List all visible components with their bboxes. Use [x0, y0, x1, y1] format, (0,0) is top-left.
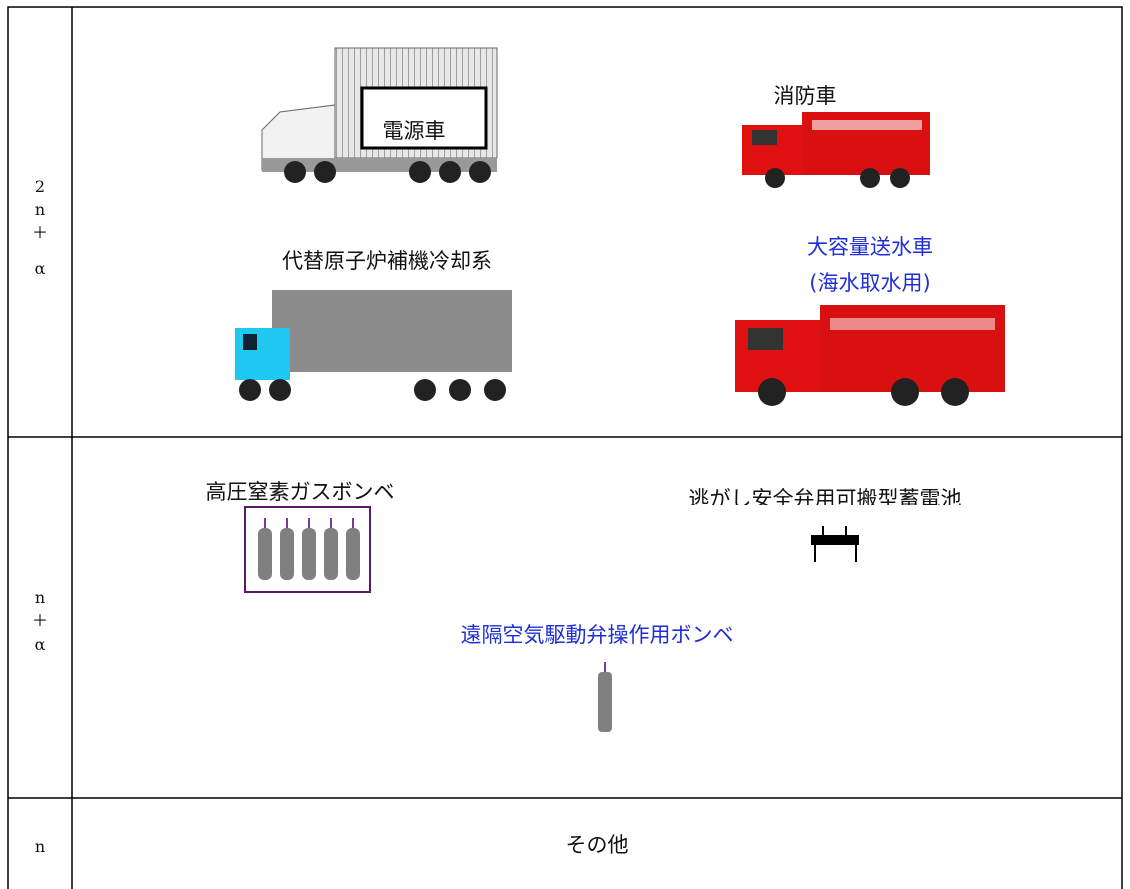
- power-truck-icon: [261, 47, 498, 183]
- label-char: ＋: [32, 223, 48, 242]
- item-label: 逃がし安全弁用可搬型蓄電池: [689, 487, 962, 511]
- label-char: n: [35, 837, 45, 856]
- item-label: 電源車: [383, 119, 446, 143]
- label-char: 2: [35, 177, 45, 196]
- item-label: その他: [566, 833, 629, 857]
- item-label: 大容量送水車: [807, 235, 933, 259]
- label-char: α: [35, 259, 46, 278]
- cylinder-rack-icon: [244, 506, 371, 593]
- water-truck-icon: [735, 305, 1005, 406]
- item-label: (海水取水用): [809, 271, 930, 295]
- table-grid: [7, 6, 1123, 889]
- label-char: n: [35, 588, 45, 607]
- label-char: α: [35, 635, 46, 654]
- battery-icon: [811, 526, 859, 562]
- fire-truck-icon: [742, 112, 930, 188]
- item-label: 遠隔空気駆動弁操作用ボンベ: [461, 623, 734, 647]
- item-label: 高圧窒素ガスボンベ: [206, 480, 395, 504]
- cooling-truck-icon: [235, 290, 512, 401]
- item-label: 代替原子炉補機冷却系: [282, 249, 492, 273]
- cylinder-icon: [598, 662, 612, 732]
- item-label: 消防車: [774, 84, 837, 108]
- label-char: n: [35, 200, 45, 219]
- label-char: ＋: [32, 611, 48, 630]
- row-label: 2 n ＋ α n ＋ α n: [32, 177, 48, 856]
